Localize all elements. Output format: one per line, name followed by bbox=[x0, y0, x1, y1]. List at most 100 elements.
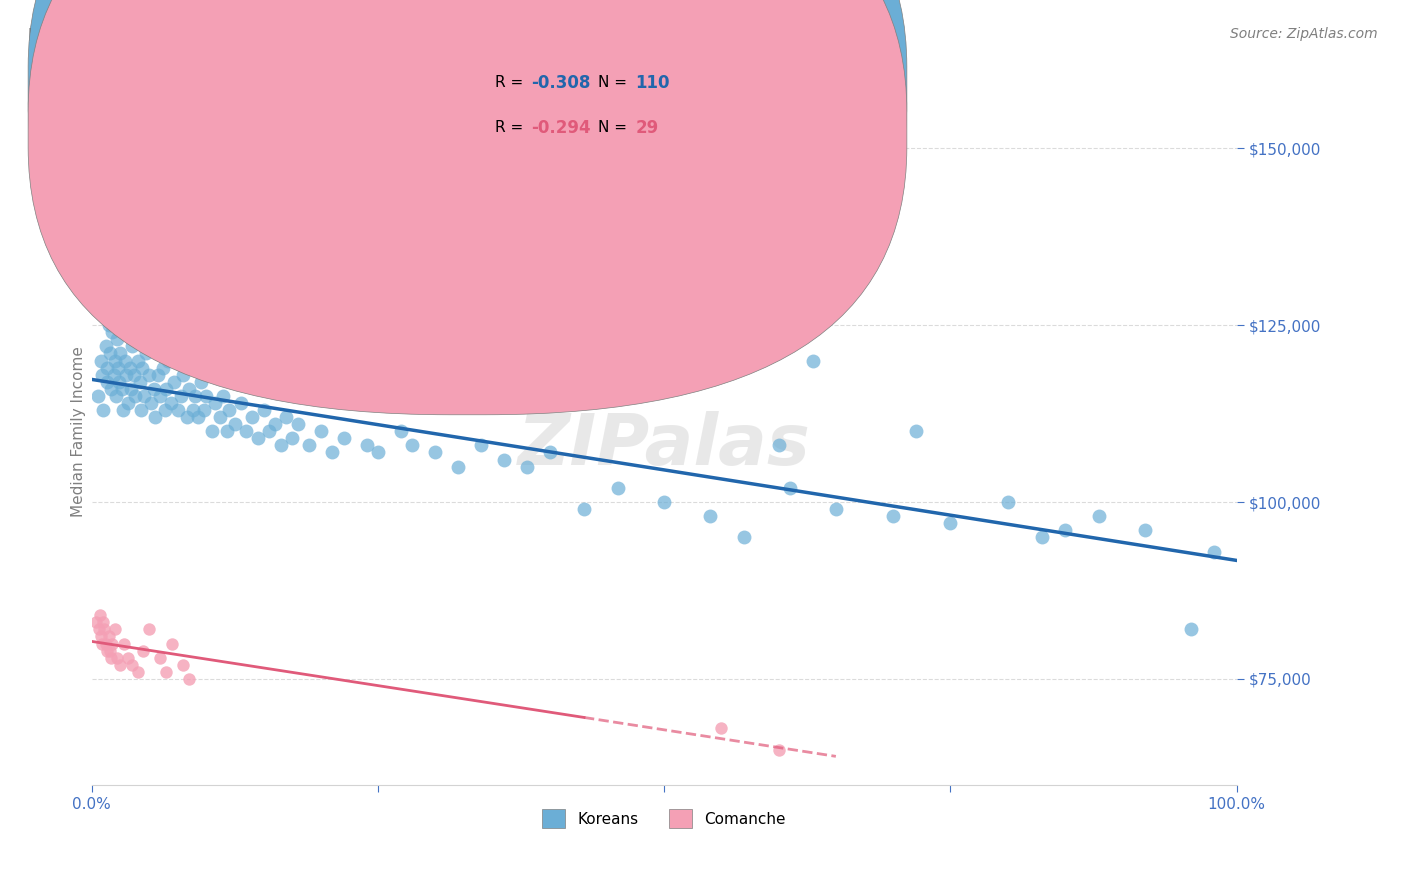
Point bbox=[117, 396, 139, 410]
Point bbox=[235, 424, 257, 438]
Point bbox=[538, 389, 561, 403]
Point bbox=[121, 339, 143, 353]
Point bbox=[153, 403, 176, 417]
Point bbox=[187, 410, 209, 425]
Point bbox=[201, 424, 224, 438]
Point bbox=[321, 445, 343, 459]
Point bbox=[204, 396, 226, 410]
Point bbox=[93, 623, 115, 637]
Point bbox=[159, 396, 181, 410]
Point bbox=[134, 389, 156, 403]
Point bbox=[309, 424, 332, 438]
Text: -0.308: -0.308 bbox=[531, 74, 591, 92]
Point bbox=[90, 630, 112, 644]
Point bbox=[212, 389, 235, 403]
Text: 29: 29 bbox=[636, 119, 659, 136]
Point bbox=[298, 438, 321, 452]
Point bbox=[148, 368, 170, 382]
Point bbox=[90, 353, 112, 368]
Point bbox=[572, 502, 595, 516]
Point bbox=[176, 410, 198, 425]
Point bbox=[96, 375, 118, 389]
Point bbox=[101, 636, 124, 650]
Point bbox=[89, 608, 111, 623]
Point bbox=[1088, 509, 1111, 524]
Point bbox=[120, 382, 142, 396]
Point bbox=[91, 368, 114, 382]
Point bbox=[124, 389, 146, 403]
Point bbox=[128, 375, 150, 389]
Point bbox=[389, 424, 412, 438]
Point bbox=[110, 346, 132, 360]
Point bbox=[447, 459, 470, 474]
Text: 110: 110 bbox=[636, 74, 671, 92]
Point bbox=[193, 403, 215, 417]
Point bbox=[257, 424, 280, 438]
Point bbox=[172, 368, 194, 382]
Point bbox=[195, 389, 218, 403]
Point bbox=[229, 396, 252, 410]
Point bbox=[332, 431, 354, 445]
Point bbox=[699, 509, 721, 524]
Point bbox=[401, 438, 423, 452]
Point bbox=[118, 360, 141, 375]
Point bbox=[129, 403, 152, 417]
Point bbox=[98, 318, 121, 332]
Point bbox=[155, 382, 177, 396]
Point bbox=[91, 615, 114, 630]
Legend: Koreans, Comanche: Koreans, Comanche bbox=[536, 803, 792, 834]
Point bbox=[166, 403, 188, 417]
Point bbox=[108, 375, 131, 389]
Point bbox=[1053, 524, 1076, 538]
Point bbox=[149, 650, 172, 665]
Point bbox=[1031, 530, 1053, 544]
Point bbox=[114, 353, 136, 368]
Point bbox=[768, 742, 790, 756]
Point bbox=[181, 403, 204, 417]
Point bbox=[215, 424, 238, 438]
Point bbox=[110, 382, 132, 396]
Point bbox=[538, 445, 561, 459]
Point bbox=[115, 368, 138, 382]
Point bbox=[492, 452, 515, 467]
Point bbox=[100, 382, 122, 396]
Point bbox=[1202, 544, 1225, 558]
Text: Source: ZipAtlas.com: Source: ZipAtlas.com bbox=[1230, 27, 1378, 41]
Point bbox=[270, 438, 292, 452]
Point bbox=[112, 636, 135, 650]
Text: N =: N = bbox=[598, 76, 631, 90]
Point bbox=[132, 643, 155, 657]
Point bbox=[997, 495, 1019, 509]
Point bbox=[112, 318, 135, 332]
Point bbox=[96, 643, 118, 657]
Point bbox=[87, 623, 110, 637]
Point bbox=[141, 396, 163, 410]
Point bbox=[104, 623, 127, 637]
Point bbox=[801, 353, 824, 368]
Point bbox=[101, 325, 124, 339]
Point bbox=[184, 389, 207, 403]
Point bbox=[768, 438, 790, 452]
Point bbox=[131, 360, 153, 375]
Point bbox=[135, 346, 157, 360]
Point bbox=[170, 389, 193, 403]
Point bbox=[104, 353, 127, 368]
Point bbox=[1180, 623, 1202, 637]
Point bbox=[779, 481, 801, 495]
Point bbox=[904, 424, 927, 438]
Point bbox=[98, 643, 121, 657]
Point bbox=[281, 431, 304, 445]
Text: KOREAN VS COMANCHE MEDIAN FAMILY INCOME CORRELATION CHART: KOREAN VS COMANCHE MEDIAN FAMILY INCOME … bbox=[28, 27, 738, 45]
Point bbox=[287, 417, 309, 432]
Point bbox=[177, 382, 200, 396]
Text: N =: N = bbox=[598, 120, 631, 135]
Point bbox=[1133, 524, 1156, 538]
Point bbox=[218, 403, 240, 417]
Point bbox=[155, 665, 177, 679]
Point bbox=[177, 672, 200, 686]
Point bbox=[96, 360, 118, 375]
Point bbox=[710, 722, 733, 736]
Point bbox=[103, 368, 125, 382]
Point bbox=[91, 403, 114, 417]
Point bbox=[824, 502, 846, 516]
